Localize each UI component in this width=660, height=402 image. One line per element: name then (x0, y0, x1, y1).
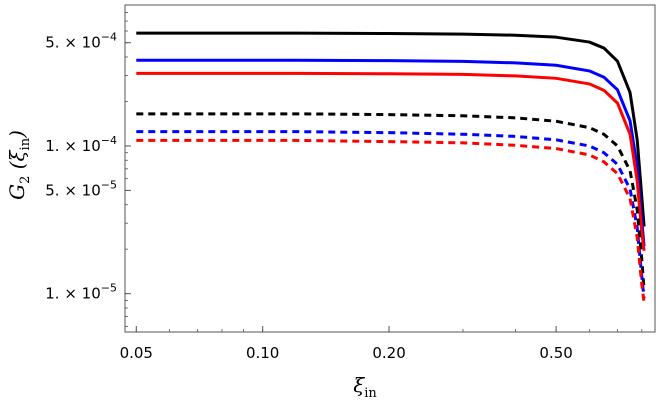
y-axis-label: G2 (ξin) (5, 130, 33, 200)
y-tick-label: 5. × 10−4 (45, 31, 117, 52)
series-line-6 (136, 138, 646, 303)
series-line-1 (136, 31, 646, 227)
y-tick-label: 1. × 10−4 (45, 134, 117, 155)
x-tick-label: 0.10 (246, 344, 279, 362)
series-line-4 (136, 112, 646, 291)
y-tick-label: 1. × 10−5 (45, 282, 117, 303)
series-line-3 (136, 71, 646, 251)
plot-frame (124, 4, 656, 333)
plot-area-border (124, 4, 656, 333)
x-axis-label: ξin (353, 373, 377, 401)
y-axis-ticks: 1. × 10−5 5. × 10−5 1. × 10−4 5. × 10−4 (45, 12, 131, 327)
series-line-5 (136, 130, 646, 299)
y-tick-label: 5. × 10−5 (45, 178, 117, 199)
series-line-2 (136, 58, 646, 247)
x-tick-label: 0.20 (372, 344, 405, 362)
x-tick-label: 0.05 (120, 344, 153, 362)
series-layer (136, 31, 646, 303)
x-tick-label: 0.50 (539, 344, 572, 362)
x-axis-ticks: 0.05 0.10 0.20 0.50 (120, 326, 643, 362)
